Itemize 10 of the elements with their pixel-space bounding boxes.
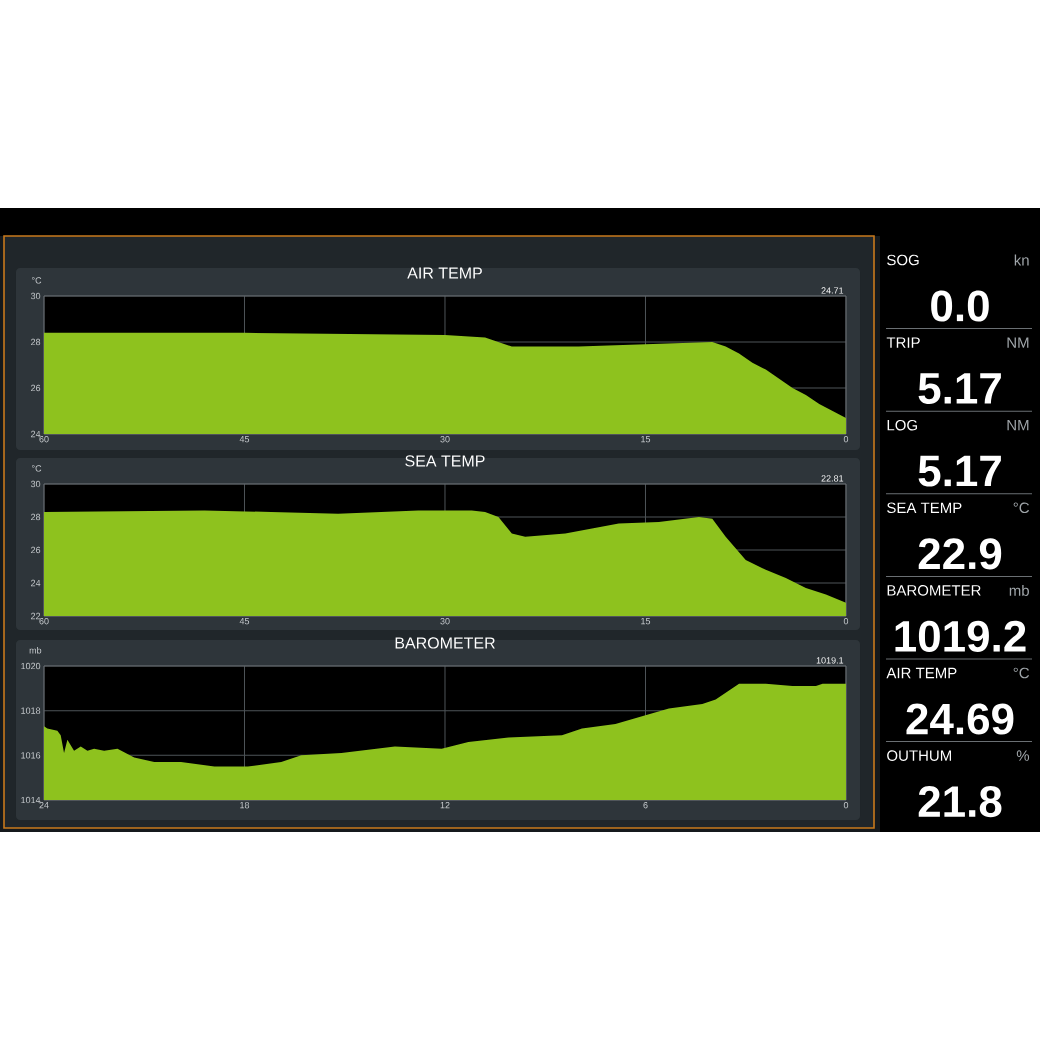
text: 5.17	[918, 455, 1001, 487]
text: 0.0	[931, 290, 989, 322]
chart-title: BAROMETER	[395, 637, 495, 649]
text: 5.17	[918, 373, 1001, 404]
text: 21.8	[918, 786, 1002, 818]
text: 22.9	[918, 538, 1002, 570]
text: 24.69	[906, 703, 1014, 735]
chart-title: AIR TEMP	[407, 267, 482, 279]
text: 1019.2	[895, 620, 1026, 652]
chart-title: SEA TEMP	[405, 455, 485, 467]
